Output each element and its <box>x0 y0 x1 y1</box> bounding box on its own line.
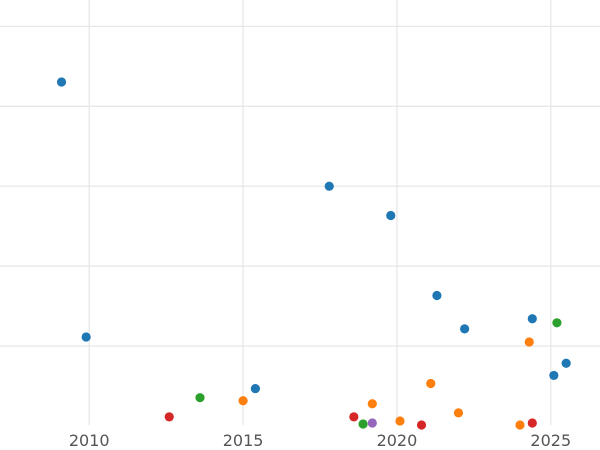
x-tick-labels: 2010 2015 2020 2025 <box>69 431 571 450</box>
data-point <box>164 412 174 422</box>
x-gridlines <box>88 0 552 425</box>
data-point <box>324 181 334 191</box>
y-gridlines <box>0 25 600 347</box>
x-tick-label: 2025 <box>530 431 571 450</box>
data-point <box>358 419 368 429</box>
data-point <box>524 337 534 347</box>
data-point <box>561 358 571 368</box>
x-tick-label: 2020 <box>377 431 418 450</box>
data-point <box>416 420 427 430</box>
data-point <box>426 378 436 389</box>
data-point <box>386 210 396 221</box>
data-point <box>515 420 525 430</box>
data-point <box>367 418 377 428</box>
data-point <box>349 412 359 422</box>
data-point <box>395 416 405 426</box>
x-tick-label: 2010 <box>69 431 110 450</box>
data-point <box>552 318 562 328</box>
data-point <box>432 290 442 301</box>
data-point <box>527 314 537 324</box>
data-point <box>527 418 537 428</box>
data-point <box>238 396 248 406</box>
data-point <box>81 332 91 342</box>
data-point <box>367 399 377 409</box>
data-point <box>250 383 260 394</box>
data-point <box>549 370 559 381</box>
data-point <box>453 408 464 418</box>
data-point <box>56 77 67 87</box>
data-point <box>195 393 205 403</box>
data-points <box>56 77 571 430</box>
x-tick-label: 2015 <box>223 431 264 450</box>
data-point <box>460 324 470 334</box>
